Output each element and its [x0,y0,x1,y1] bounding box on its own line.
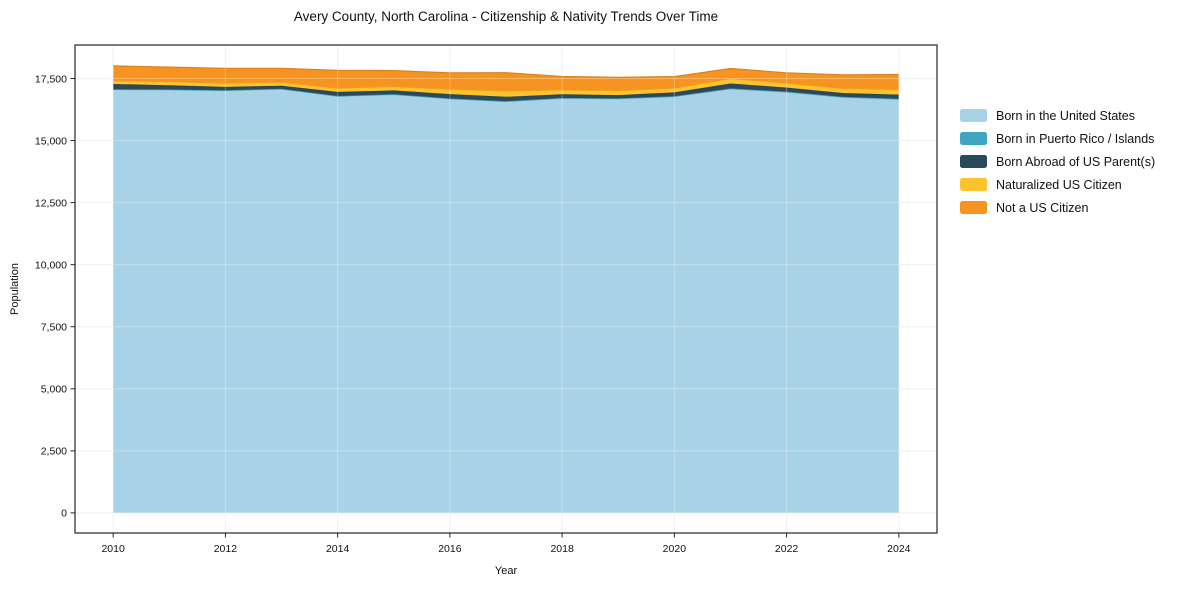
legend-label: Born in the United States [996,108,1135,123]
x-tick-label: 2018 [550,543,574,555]
legend-label: Born in Puerto Rico / Islands [996,131,1155,146]
y-tick-label: 15,000 [35,135,67,147]
y-tick-label: 12,500 [35,197,67,209]
x-tick-label: 2024 [887,543,911,555]
x-axis-title: Year [494,565,518,577]
legend-label: Naturalized US Citizen [996,177,1122,192]
y-tick-label: 2,500 [41,446,67,458]
chart-title: Avery County, North Carolina - Citizensh… [293,9,719,24]
edge-not-a-us-citizen [113,65,899,79]
legend-swatch-icon [960,132,987,145]
plot-frame [74,44,938,534]
area-born-abroad-of-us-parent-s [113,83,899,102]
legend-swatch-icon [960,178,987,191]
legend-item-naturalized-us-citizen: Naturalized US Citizen [960,173,1155,196]
legend-swatch-icon [960,109,987,122]
x-tick-label: 2016 [438,543,462,555]
area-not-a-us-citizen [113,65,899,91]
legend-label: Born Abroad of US Parent(s) [996,154,1156,169]
y-tick-label: 7,500 [41,322,67,334]
x-tick-label: 2012 [214,543,238,555]
legend-item-born-in-the-united-states: Born in the United States [960,104,1155,127]
y-tick-label: 10,000 [35,259,67,271]
legend-item-not-a-us-citizen: Not a US Citizen [960,196,1155,219]
legend-item-born-in-puerto-rico-islands: Born in Puerto Rico / Islands [960,127,1155,150]
x-tick-label: 2014 [326,543,350,555]
legend-label: Not a US Citizen [996,200,1089,215]
y-tick-label: 17,500 [35,73,67,85]
area-born-in-the-united-states [113,88,899,513]
legend-swatch-icon [960,201,987,214]
y-tick-label: 5,000 [41,384,67,396]
x-tick-label: 2010 [101,543,125,555]
y-tick-label: 0 [61,508,67,520]
y-axis-title: Population [9,263,21,315]
x-tick-label: 2022 [775,543,799,555]
x-tick-label: 2020 [663,543,687,555]
legend-swatch-icon [960,155,987,168]
legend-item-born-abroad-of-us-parent-s: Born Abroad of US Parent(s) [960,150,1155,173]
legend: Born in the United States Born in Puerto … [960,104,1155,219]
area-naturalized-us-citizen [113,78,899,97]
